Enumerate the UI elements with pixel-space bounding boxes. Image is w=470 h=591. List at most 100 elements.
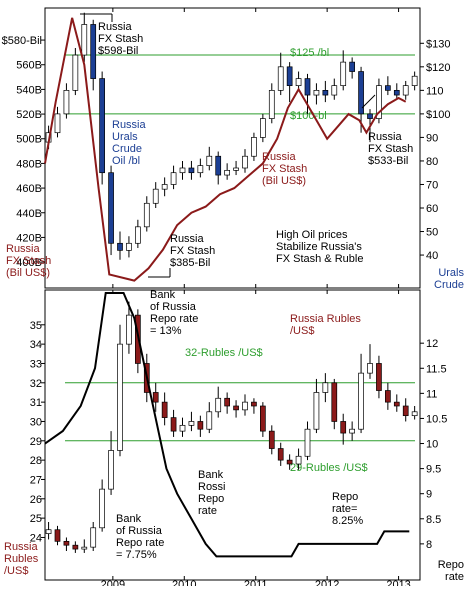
candle-body	[54, 113, 61, 134]
annotation-line: = 7.75%	[116, 549, 157, 561]
annotation: High Oil prices Stabilize Russia's FX Stas…	[276, 229, 363, 265]
series-line	[44, 292, 410, 558]
annotation-line: FX Stash	[262, 163, 307, 175]
candle-body	[81, 546, 88, 550]
candle-body	[260, 405, 266, 432]
candle-body	[45, 529, 52, 534]
y-tick-label: 31	[30, 397, 42, 409]
y2-tick-label: 12	[426, 338, 438, 350]
plot-frame	[44, 289, 421, 581]
candle-body	[108, 172, 114, 244]
candle-body	[251, 401, 257, 407]
reference-label: $125 /bl	[290, 47, 329, 59]
candle-body	[358, 71, 364, 115]
annotation-line: Bank	[116, 513, 142, 525]
candle-body	[411, 411, 418, 417]
y-tick-label: 420B	[16, 232, 42, 244]
candle-body	[135, 226, 141, 244]
y2-tick-label: $120	[426, 62, 450, 74]
plot-frame	[44, 7, 421, 289]
candle-body	[179, 424, 186, 432]
y-tick-label: 460B	[16, 183, 42, 195]
axis-title-line: Repo	[438, 559, 464, 571]
y-tick-label: 29	[30, 436, 42, 448]
y2-tick-label: 80	[426, 156, 438, 168]
reference-label: 32-Rubles /US$	[185, 347, 263, 359]
axis-title: Russia FX Stash (Bil US$)	[6, 243, 51, 279]
annotation-line: $533-Bil	[368, 155, 408, 167]
annotation-line: $385-Bil	[170, 257, 210, 269]
candle-body	[322, 382, 329, 393]
axis-title-line: Russia	[6, 243, 41, 255]
axis-title-line: /US$	[4, 565, 28, 577]
candle-body	[295, 455, 302, 465]
candle-body	[99, 488, 105, 529]
y-tick-label: 500B	[16, 134, 42, 146]
candle-body	[90, 527, 97, 548]
candle-body	[117, 343, 123, 451]
candle-body	[152, 392, 159, 403]
candle-body	[215, 397, 222, 413]
annotation-line: Russia	[112, 119, 147, 131]
candle-body	[402, 85, 409, 96]
candle-body	[161, 184, 168, 190]
y2-tick-label: $130	[426, 38, 450, 50]
candle-body	[108, 450, 114, 490]
candle-body	[126, 242, 132, 251]
annotation: Russia FX Stash $598-Bil	[98, 21, 143, 57]
annotation-line: FX Stash	[368, 143, 413, 155]
y-tick-label: 520B	[16, 109, 42, 121]
y-tick-label: 35	[30, 320, 42, 332]
y2-tick-label: 8	[426, 539, 432, 551]
y-tick-label: 33	[30, 358, 42, 370]
leader-line	[361, 94, 376, 109]
y-tick-label: 34	[30, 339, 42, 351]
x-tick-label: 2009	[101, 579, 125, 586]
annotation: Russia Rubles/US$	[290, 313, 361, 337]
y-tick-label: 30	[30, 416, 42, 428]
annotation-line: Russia	[368, 131, 403, 143]
reference-label: 29-Rubles /US$	[290, 462, 368, 474]
y-tick-label: 24	[30, 532, 42, 544]
y-tick-label: 27	[30, 474, 42, 486]
annotation-line: Repo	[198, 493, 224, 505]
candle-body	[393, 401, 400, 407]
candle-body	[322, 90, 329, 96]
candle-body	[161, 401, 168, 418]
annotation: Bank of Russia Repo rate = 7.75%	[116, 513, 164, 561]
annotation-line: of Russia	[116, 525, 163, 537]
annotation-line: Bank	[198, 469, 224, 481]
candle-body	[393, 90, 400, 96]
y2-tick-label: 10	[426, 439, 438, 451]
annotation-line: FX Stash	[98, 33, 143, 45]
candle-body	[72, 54, 79, 91]
candle-body	[188, 421, 195, 426]
candle-body	[99, 78, 105, 174]
candle-body	[152, 188, 159, 204]
axis-title-line: Crude	[434, 279, 464, 291]
candle-body	[358, 372, 364, 430]
y2-tick-label: 40	[426, 250, 438, 262]
axis-title-line: (Bil US$)	[6, 267, 50, 279]
candle-body	[63, 90, 70, 115]
y-tick-label: 26	[30, 494, 42, 506]
candle-body	[170, 172, 177, 185]
y2-tick-label: 50	[426, 227, 438, 239]
candle-body	[340, 61, 347, 86]
annotation-line: Russia	[170, 233, 205, 245]
candle-body	[411, 75, 418, 86]
axis-title: Russia Rubles/US$	[4, 541, 39, 577]
x-tick-label: 2012	[315, 579, 339, 586]
annotation-line: Repo	[332, 491, 358, 503]
annotation: Russia FX Stash $533-Bil	[368, 131, 413, 167]
x-tick-label: 2011	[244, 579, 268, 586]
y-tick-label: 440B	[16, 208, 42, 220]
annotation-line: Repo rate	[116, 537, 164, 549]
candle-body	[224, 397, 230, 407]
y-tick-label: 32	[30, 378, 42, 390]
candle-body	[233, 167, 239, 171]
annotation-line: rate=	[332, 503, 357, 515]
candle-body	[206, 155, 213, 166]
candle-body	[143, 202, 150, 228]
y-tick-label: 28	[30, 455, 42, 467]
